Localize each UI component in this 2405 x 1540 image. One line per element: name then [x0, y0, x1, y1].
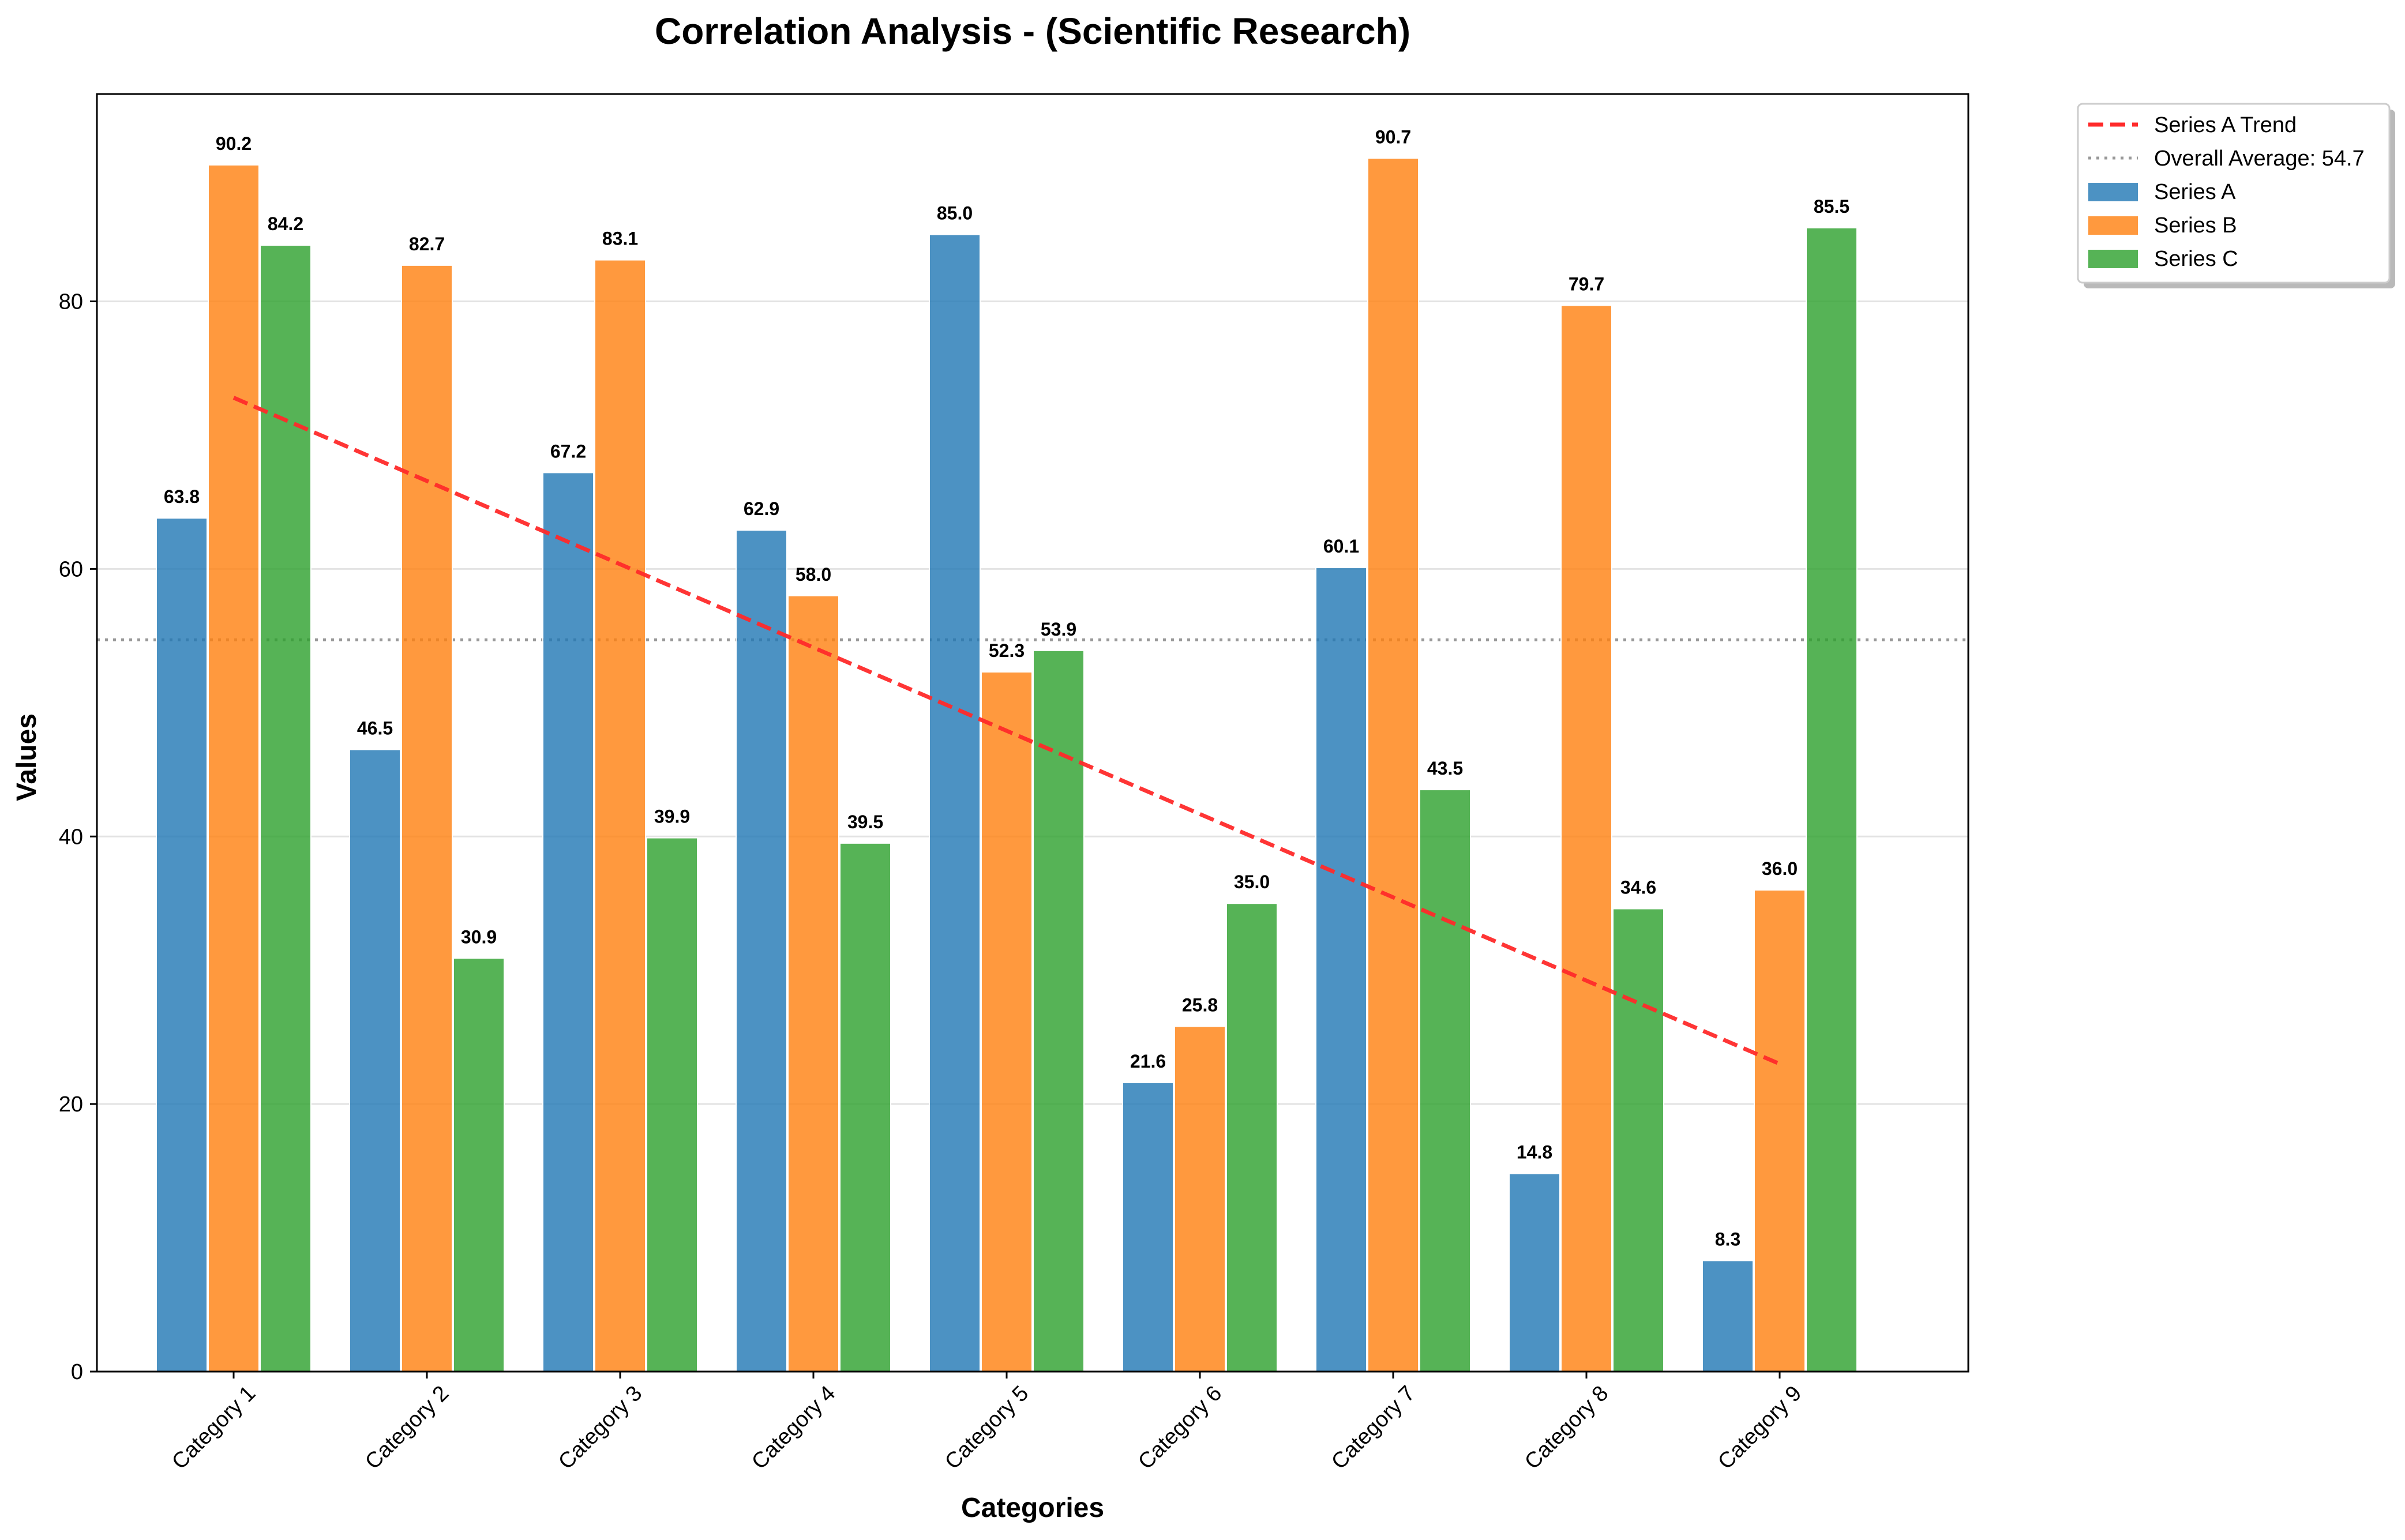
bar-series-a-3: [542, 472, 594, 1372]
bar-series-b-9: [1754, 889, 1806, 1372]
value-label: 39.5: [847, 812, 883, 832]
x-axis: Category 1 Category 2 Category 3 Category 4…: [167, 1372, 1806, 1474]
bar-series-c-8: [1612, 908, 1664, 1373]
value-label: 53.9: [1041, 619, 1076, 640]
bar-series-a-6: [1122, 1082, 1174, 1373]
value-label: 46.5: [357, 718, 393, 738]
value-label: 36.0: [1762, 858, 1798, 879]
legend-label: Series C: [2154, 247, 2238, 271]
value-label: 67.2: [550, 441, 586, 461]
x-tick-label: Category 5: [940, 1381, 1033, 1474]
value-label: 82.7: [409, 234, 445, 254]
value-label: 34.6: [1620, 877, 1656, 897]
bar-series-a-4: [736, 529, 787, 1372]
x-tick-label: Category 8: [1520, 1381, 1613, 1474]
chart-title: Correlation Analysis - (Scientific Resea…: [655, 10, 1410, 52]
x-tick-label: Category 3: [554, 1381, 647, 1474]
value-label: 35.0: [1234, 872, 1270, 892]
value-label: 30.9: [461, 926, 497, 947]
bar-series-b-7: [1367, 157, 1419, 1372]
legend-swatch-4: [2088, 216, 2138, 235]
legend-label: Overall Average: 54.7: [2154, 147, 2365, 171]
bar-series-c-1: [260, 245, 312, 1373]
y-tick-label: 80: [59, 290, 83, 314]
value-label: 43.5: [1427, 758, 1463, 779]
trend-line-group: [232, 396, 1781, 1066]
x-tick-label: Category 4: [747, 1381, 840, 1474]
value-label: 39.9: [654, 806, 690, 827]
x-tick-label: Category 9: [1713, 1381, 1806, 1474]
value-label: 83.1: [602, 228, 638, 249]
y-tick-label: 60: [59, 557, 83, 581]
value-label: 90.2: [216, 133, 252, 154]
bar-series-a-2: [349, 749, 401, 1372]
bar-series-a-7: [1315, 567, 1367, 1372]
bar-series-b-3: [594, 259, 646, 1373]
legend-swatch-5: [2088, 250, 2138, 268]
bar-series-a-5: [929, 234, 981, 1372]
y-tick-label: 20: [59, 1092, 83, 1117]
legend: Series A Trend Overall Average: 54.7 Serie…: [2077, 103, 2395, 288]
plot-frame: [96, 93, 1969, 1373]
bar-series-b-8: [1560, 305, 1612, 1373]
y-axis: 0 20 40 60 80: [59, 290, 97, 1384]
bar-series-b-6: [1174, 1026, 1226, 1372]
value-label: 14.8: [1517, 1142, 1552, 1163]
value-label: 58.0: [796, 564, 831, 585]
value-label: 21.6: [1130, 1051, 1166, 1072]
x-axis-label: Categories: [961, 1493, 1104, 1523]
value-label: 85.5: [1814, 196, 1849, 217]
bar-series-b-5: [981, 671, 1033, 1372]
bar-series-c-7: [1419, 789, 1471, 1372]
value-label: 8.3: [1715, 1229, 1740, 1249]
bar-series-b-1: [208, 164, 260, 1372]
bar-series-b-2: [401, 264, 453, 1372]
value-label: 52.3: [989, 640, 1025, 661]
value-label: 79.7: [1569, 273, 1604, 294]
legend-label: Series A: [2154, 180, 2236, 204]
bars-group: [156, 157, 1858, 1373]
value-label: 84.2: [268, 213, 303, 234]
y-tick-label: 40: [59, 825, 83, 849]
bar-series-a-1: [156, 517, 208, 1372]
value-label: 62.9: [744, 498, 779, 519]
value-label: 60.1: [1323, 536, 1359, 557]
legend-label: Series B: [2154, 213, 2237, 238]
x-tick-label: Category 1: [167, 1381, 260, 1474]
bar-series-b-4: [787, 595, 839, 1372]
bar-series-a-8: [1509, 1173, 1560, 1373]
bar-series-c-5: [1033, 649, 1085, 1372]
bar-series-c-2: [453, 957, 505, 1372]
bar-series-c-4: [839, 842, 891, 1372]
trend-line: [232, 396, 1781, 1066]
bar-series-c-9: [1806, 227, 1858, 1373]
legend-label: Series A Trend: [2154, 113, 2297, 137]
legend-swatch-3: [2088, 183, 2138, 201]
y-axis-label: Values: [12, 713, 42, 801]
bar-series-c-3: [646, 837, 698, 1372]
value-label: 25.8: [1182, 995, 1218, 1016]
x-tick-label: Category 7: [1327, 1381, 1420, 1474]
value-label: 85.0: [937, 203, 973, 224]
legend-box: [2077, 103, 2391, 284]
bar-series-a-9: [1702, 1260, 1754, 1373]
y-tick-label: 0: [71, 1360, 83, 1384]
value-label: 90.7: [1375, 126, 1411, 147]
bar-series-c-6: [1226, 903, 1278, 1372]
x-tick-label: Category 6: [1134, 1381, 1226, 1474]
x-tick-label: Category 2: [361, 1381, 453, 1474]
value-label: 63.8: [164, 486, 200, 507]
value-labels-group: 63.8 90.2 84.2 46.5 82.7 30.9 67.2 83.1 39.9 62.9…: [164, 126, 1849, 1249]
